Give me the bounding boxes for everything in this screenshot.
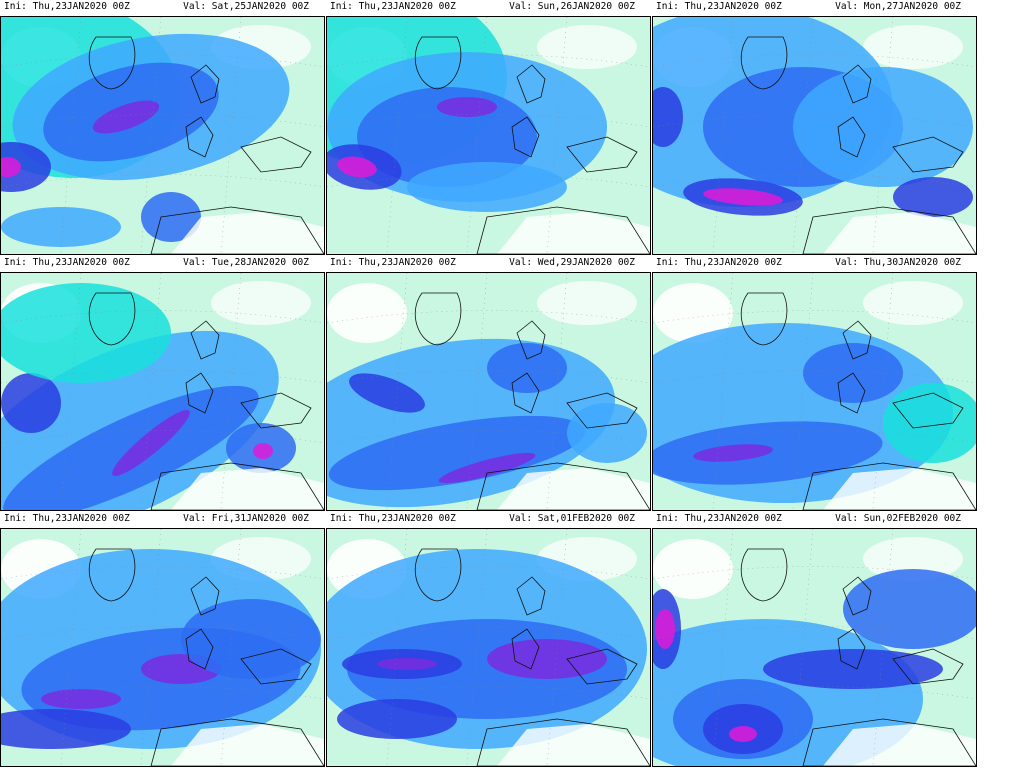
panel-caption: Ini: Thu,23JAN2020 00Z Val: Tue,28JAN202… bbox=[4, 256, 325, 270]
forecast-map bbox=[326, 528, 651, 767]
map-panel-6: Ini: Thu,23JAN2020 00Z Val: Thu,30JAN202… bbox=[652, 256, 977, 511]
valid-time-label: Val: Thu,30JAN2020 00Z bbox=[835, 257, 961, 268]
init-time-label: Ini: Thu,23JAN2020 00Z bbox=[4, 1, 130, 12]
forecast-map bbox=[652, 272, 977, 511]
init-time-label: Ini: Thu,23JAN2020 00Z bbox=[330, 513, 456, 524]
precip-field bbox=[1, 17, 324, 254]
panel-caption: Ini: Thu,23JAN2020 00Z Val: Sat,25JAN202… bbox=[4, 0, 325, 14]
forecast-map bbox=[0, 528, 325, 767]
forecast-field bbox=[327, 529, 650, 766]
forecast-map bbox=[652, 16, 977, 255]
init-time-label: Ini: Thu,23JAN2020 00Z bbox=[4, 513, 130, 524]
map-panel-4: Ini: Thu,23JAN2020 00Z Val: Tue,28JAN202… bbox=[0, 256, 325, 511]
panel-caption: Ini: Thu,23JAN2020 00Z Val: Sat,01FEB202… bbox=[330, 512, 651, 526]
forecast-map bbox=[0, 272, 325, 511]
forecast-field bbox=[1, 529, 324, 766]
precip-field bbox=[327, 17, 650, 254]
coastline-outlines bbox=[414, 36, 650, 254]
valid-time-label: Val: Tue,28JAN2020 00Z bbox=[183, 257, 309, 268]
panel-caption: Ini: Thu,23JAN2020 00Z Val: Mon,27JAN202… bbox=[656, 0, 977, 14]
precip-field bbox=[653, 17, 976, 254]
init-time-label: Ini: Thu,23JAN2020 00Z bbox=[330, 1, 456, 12]
forecast-field bbox=[327, 17, 650, 254]
panel-caption: Ini: Thu,23JAN2020 00Z Val: Sun,02FEB202… bbox=[656, 512, 977, 526]
coastline-outlines bbox=[414, 548, 650, 766]
init-time-label: Ini: Thu,23JAN2020 00Z bbox=[330, 257, 456, 268]
panel-caption: Ini: Thu,23JAN2020 00Z Val: Fri,31JAN202… bbox=[4, 512, 325, 526]
valid-time-label: Val: Mon,27JAN2020 00Z bbox=[835, 1, 961, 12]
panel-caption: Ini: Thu,23JAN2020 00Z Val: Wed,29JAN202… bbox=[330, 256, 651, 270]
forecast-field bbox=[653, 529, 976, 766]
coastline-outlines bbox=[740, 36, 976, 254]
valid-time-label: Val: Wed,29JAN2020 00Z bbox=[509, 257, 635, 268]
init-time-label: Ini: Thu,23JAN2020 00Z bbox=[656, 257, 782, 268]
forecast-field bbox=[1, 273, 324, 510]
coastline-outlines bbox=[88, 548, 324, 766]
precip-field bbox=[653, 529, 976, 766]
map-panel-3: Ini: Thu,23JAN2020 00Z Val: Mon,27JAN202… bbox=[652, 0, 977, 255]
precip-field bbox=[1, 273, 324, 510]
map-panel-9: Ini: Thu,23JAN2020 00Z Val: Sun,02FEB202… bbox=[652, 512, 977, 767]
precip-field bbox=[653, 273, 976, 510]
forecast-map bbox=[326, 16, 651, 255]
map-panel-8: Ini: Thu,23JAN2020 00Z Val: Sat,01FEB202… bbox=[326, 512, 651, 767]
forecast-map bbox=[0, 16, 325, 255]
valid-time-label: Val: Fri,31JAN2020 00Z bbox=[183, 513, 309, 524]
forecast-field bbox=[1, 17, 324, 254]
coastline-outlines bbox=[740, 292, 976, 510]
init-time-label: Ini: Thu,23JAN2020 00Z bbox=[4, 257, 130, 268]
coastline-outlines bbox=[88, 36, 324, 254]
forecast-field bbox=[327, 273, 650, 510]
forecast-field bbox=[653, 273, 976, 510]
map-panel-5: Ini: Thu,23JAN2020 00Z Val: Wed,29JAN202… bbox=[326, 256, 651, 511]
init-time-label: Ini: Thu,23JAN2020 00Z bbox=[656, 1, 782, 12]
forecast-map bbox=[652, 528, 977, 767]
forecast-map bbox=[326, 272, 651, 511]
forecast-field bbox=[653, 17, 976, 254]
precip-field bbox=[327, 273, 650, 510]
init-time-label: Ini: Thu,23JAN2020 00Z bbox=[656, 513, 782, 524]
valid-time-label: Val: Sat,01FEB2020 00Z bbox=[509, 513, 635, 524]
map-panel-1: Ini: Thu,23JAN2020 00Z Val: Sat,25JAN202… bbox=[0, 0, 325, 255]
panel-caption: Ini: Thu,23JAN2020 00Z Val: Thu,30JAN202… bbox=[656, 256, 977, 270]
map-panel-2: Ini: Thu,23JAN2020 00Z Val: Sun,26JAN202… bbox=[326, 0, 651, 255]
coastline-outlines bbox=[88, 292, 324, 510]
precip-field bbox=[327, 529, 650, 766]
coastline-outlines bbox=[740, 548, 976, 766]
valid-time-label: Val: Sun,26JAN2020 00Z bbox=[509, 1, 635, 12]
valid-time-label: Val: Sat,25JAN2020 00Z bbox=[183, 1, 309, 12]
precip-field bbox=[1, 529, 324, 766]
coastline-outlines bbox=[414, 292, 650, 510]
map-panel-7: Ini: Thu,23JAN2020 00Z Val: Fri,31JAN202… bbox=[0, 512, 325, 767]
panel-caption: Ini: Thu,23JAN2020 00Z Val: Sun,26JAN202… bbox=[330, 0, 651, 14]
valid-time-label: Val: Sun,02FEB2020 00Z bbox=[835, 513, 961, 524]
